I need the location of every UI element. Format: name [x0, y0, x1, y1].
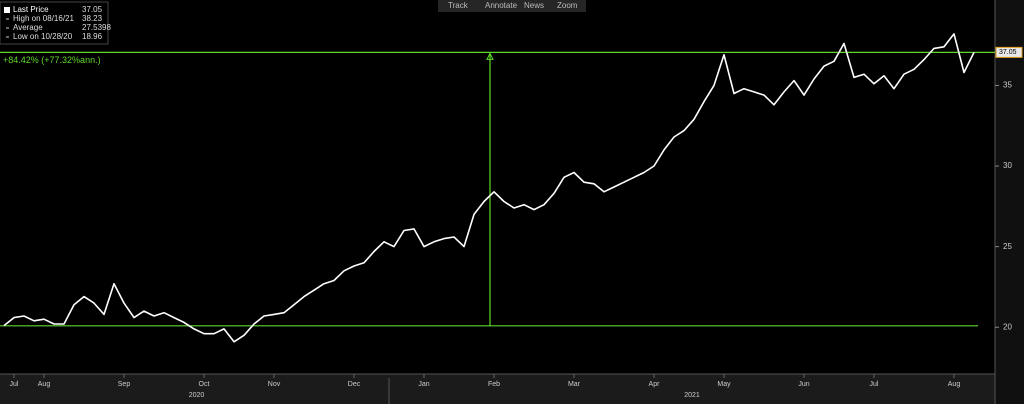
toolbar: Track Annotate News Zoom — [438, 0, 586, 12]
last-price-label: 37.05 — [999, 49, 1017, 56]
y-tick-label: 25 — [1003, 242, 1012, 251]
legend-swatch — [4, 7, 10, 13]
x-tick-label: Aug — [948, 381, 961, 388]
legend-value: 37.05 — [82, 5, 103, 14]
price-line — [3, 33, 975, 343]
year-label: 2021 — [684, 392, 700, 399]
y-tick-label: 35 — [1003, 81, 1012, 90]
x-tick-label: Feb — [488, 381, 500, 388]
legend-label: Last Price — [13, 5, 49, 14]
toolbar-button[interactable]: Annotate — [485, 1, 518, 10]
x-tick-label: Nov — [268, 381, 281, 388]
legend-value: 18.96 — [82, 32, 103, 41]
x-tick-label: Dec — [348, 381, 361, 388]
toolbar-button[interactable]: News — [524, 1, 544, 10]
legend-value: 38.23 — [82, 14, 103, 23]
year-label: 2020 — [189, 392, 205, 399]
y-axis-band — [995, 0, 1024, 404]
measure-label: +84.42% (+77.32%ann.) — [3, 55, 101, 65]
x-axis-band — [0, 374, 995, 404]
x-tick-label: Oct — [199, 381, 210, 388]
measure-arrow — [486, 52, 494, 60]
legend-label: Average — [13, 23, 43, 32]
y-tick-label: 30 — [1003, 161, 1012, 170]
legend-value: 27.5398 — [82, 23, 111, 32]
x-tick-label: May — [717, 381, 731, 388]
last-price-box — [995, 46, 1023, 58]
legend-label: High on 08/16/21 — [13, 14, 74, 23]
y-tick-label: 20 — [1003, 322, 1012, 331]
x-tick-label: Jan — [418, 381, 429, 388]
x-tick-label: Jun — [798, 381, 809, 388]
toolbar-button[interactable]: Track — [448, 1, 469, 10]
toolbar-button[interactable]: Zoom — [557, 1, 578, 10]
toolbar-bg — [438, 0, 586, 12]
x-tick-label: Sep — [118, 381, 131, 388]
x-tick-label: Aug — [38, 381, 51, 388]
x-tick-label: Jul — [870, 381, 879, 388]
x-tick-label: Apr — [649, 381, 661, 388]
x-tick-label: Jul — [10, 381, 19, 388]
legend-box — [0, 1, 109, 45]
x-tick-label: Mar — [568, 381, 581, 388]
legend-label: Low on 10/28/20 — [13, 32, 73, 41]
